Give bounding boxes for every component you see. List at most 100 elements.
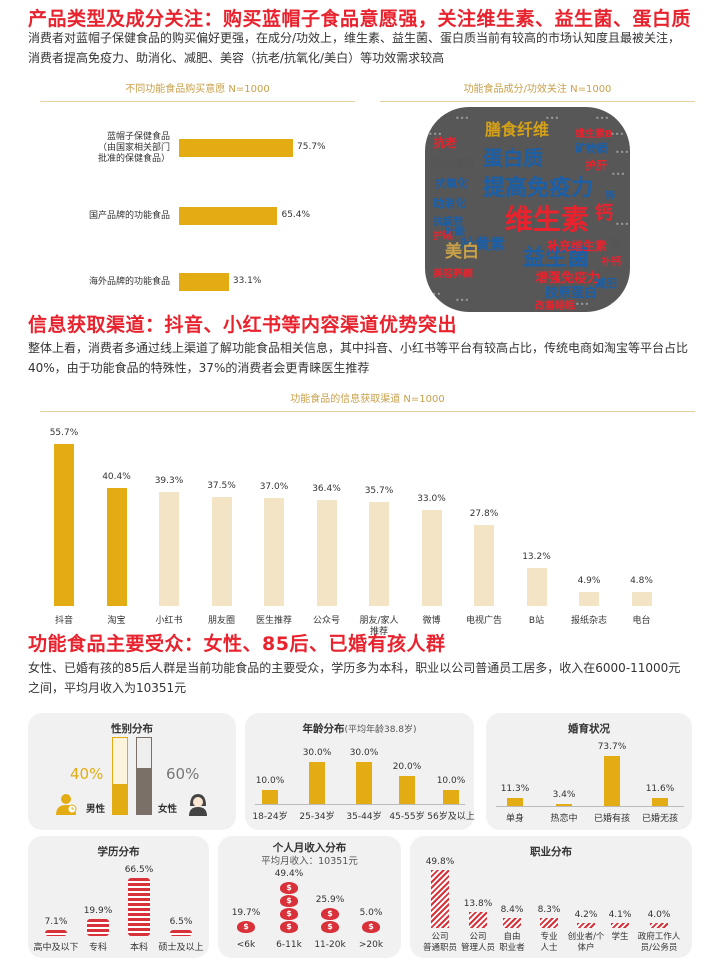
channel-category-label-line: 小红书: [155, 616, 183, 626]
marital-card: 婚育状况 11.3% 单身 3.4% 热恋中 73.7% 已婚有孩 11.6% 已婚无孩: [486, 713, 692, 830]
channel-value-label: 36.4%: [312, 484, 341, 495]
occupation-category-label: 学生: [598, 932, 642, 943]
section3-paragraph: 女性、已婚有孩的85后人群是当前功能食品的主要受众，学历多为本科，职业以公司普通…: [28, 661, 681, 695]
channel-value-label: 27.8%: [469, 509, 499, 520]
channel-category-label: 公众号: [297, 616, 357, 627]
age-axis: [255, 804, 465, 805]
channel-value-label: 37.5%: [207, 480, 236, 491]
age-bar: [356, 762, 372, 804]
channel-category-label-line: 朋友/家人: [359, 616, 399, 626]
occupation-category-label-line: 自由: [503, 932, 521, 942]
word-cloud-word: 护眼: [433, 229, 453, 242]
marital-value-label: 11.3%: [500, 784, 530, 795]
female-bar-fill: [137, 768, 151, 814]
word-cloud-filler: •••: [611, 170, 625, 179]
age-category-label: 25-34岁: [299, 812, 335, 822]
channel-bar: [631, 592, 652, 606]
occupation-category-label-line: 创业者/个: [567, 932, 605, 942]
occupation-bar: [431, 870, 449, 928]
occupation-category-label-line: 人士: [540, 943, 558, 953]
word-cloud-word: 增强免疫力: [535, 270, 600, 286]
education-stack: [87, 918, 109, 936]
word-cloud-word: 美容养颜: [433, 267, 473, 280]
income-coin-stack: $: [362, 921, 380, 934]
marital-value-label: 73.7%: [597, 742, 627, 752]
age-card: 年龄分布(平均年龄38.8岁) 10.0% 18-24岁 30.0% 25-34岁 30…: [245, 713, 475, 830]
occupation-bar: [469, 911, 487, 928]
occupation-category-label: 公司 管理人员: [456, 932, 500, 954]
age-value-label: 10.0%: [436, 776, 466, 786]
word-cloud-word: 维生素: [505, 203, 589, 236]
occupation-bar: [540, 918, 558, 928]
occupation-bar: [650, 923, 668, 928]
subtitle-rule: [380, 101, 695, 102]
occupation-bar: [503, 918, 521, 928]
word-cloud-filler: •••: [595, 114, 609, 123]
subtitle-rule: [40, 411, 695, 412]
word-cloud-word: 叶酸: [445, 225, 466, 238]
male-icon: [54, 793, 78, 815]
male-bar-fill: [113, 783, 127, 814]
channel-chart-subtitle-text: 功能食品的信息获取渠道 N=1000: [290, 394, 445, 405]
purchase-category-label-line: 国产品牌的功能食品: [88, 210, 170, 221]
channel-value-label: 55.7%: [49, 428, 79, 438]
education-card-title: 学历分布: [97, 846, 140, 858]
age-bar: [262, 790, 278, 804]
education-value-label: 6.5%: [169, 917, 193, 927]
occupation-category-label: 专业 人士: [527, 932, 571, 954]
purchase-bar: [179, 207, 278, 225]
word-cloud-word: 抗疲劳: [433, 215, 463, 228]
word-cloud-filler: •••: [427, 290, 441, 299]
occupation-category-label-line: 政府工作人: [637, 932, 681, 942]
income-value-label: 25.9%: [315, 895, 345, 905]
purchase-category-label-line: 蓝帽子保健食品: [106, 131, 170, 142]
channel-category-label: 微博: [402, 616, 462, 627]
purchase-category-label-line: （由国家相关部门: [97, 142, 170, 153]
word-cloud-word: 改善睡眠: [535, 299, 575, 312]
marital-category-label: 单身: [505, 814, 524, 824]
word-cloud-word: 膳食纤维: [485, 120, 549, 139]
channel-value-label: 39.3%: [154, 475, 184, 486]
channel-bar: [369, 502, 389, 606]
age-card-title: 年龄分布(平均年龄38.8岁): [245, 721, 474, 736]
channel-bar: [264, 498, 284, 606]
word-cloud-filler: •••: [615, 220, 629, 229]
coin-bag-icon: $: [280, 908, 298, 920]
male-label: 男性: [86, 804, 106, 815]
purchase-value-label: 75.7%: [297, 142, 326, 152]
income-value-label: 19.7%: [231, 908, 261, 918]
coin-bag-icon: $: [321, 921, 339, 933]
education-value-label: 19.9%: [83, 905, 113, 916]
channel-category-label-line: 淘宝: [107, 616, 126, 626]
occupation-category-label-line: 普通职员: [422, 943, 457, 953]
purchase-category-label: 蓝帽子保健食品 （由国家相关部门 批准的保健食品）: [30, 132, 170, 165]
word-cloud-word: 蛋白质: [483, 146, 543, 170]
male-bar-frame: [112, 737, 128, 815]
word-cloud-word: 抗氧化: [435, 176, 468, 190]
age-category-label: 56岁及以上: [427, 812, 475, 822]
channel-value-label: 13.2%: [522, 551, 551, 562]
channel-category-label: B站: [507, 616, 567, 627]
occupation-value-label: 8.4%: [500, 905, 524, 916]
channel-value-label: 40.4%: [102, 472, 131, 483]
purchase-value-label: 65.4%: [281, 210, 311, 220]
gender-card: 性别分布 40% 60% 男性 女性: [28, 713, 236, 830]
wordcloud-subtitle: 功能食品成分/功效关注 N=1000: [380, 82, 695, 104]
purchase-chart-subtitle-text: 不同功能食品购买意愿 N=1000: [125, 84, 270, 95]
education-category-label: 专科: [88, 943, 107, 953]
channel-bar: [526, 567, 547, 606]
coin-bag-icon: $: [237, 921, 255, 933]
occupation-card-title: 职业分布: [530, 846, 572, 858]
word-cloud-filler: •••: [545, 114, 559, 123]
occupation-bar: [577, 923, 595, 928]
coin-bag-icon: $: [280, 882, 298, 894]
word-cloud-svg: ••• ••••••••••••••• ••• ••••••••••••••••••膳…: [427, 114, 629, 312]
word-cloud-filler: •••: [575, 300, 589, 309]
marital-axis: [496, 806, 684, 807]
channel-category-label: 朋友圈: [192, 616, 252, 627]
word-cloud-word: 美白: [445, 241, 479, 262]
income-category-label: >20k: [358, 940, 384, 950]
word-cloud-word: 助消化: [433, 196, 466, 210]
word-cloud-filler: •••: [610, 130, 624, 139]
channel-category-label-line: 微博: [422, 616, 441, 626]
